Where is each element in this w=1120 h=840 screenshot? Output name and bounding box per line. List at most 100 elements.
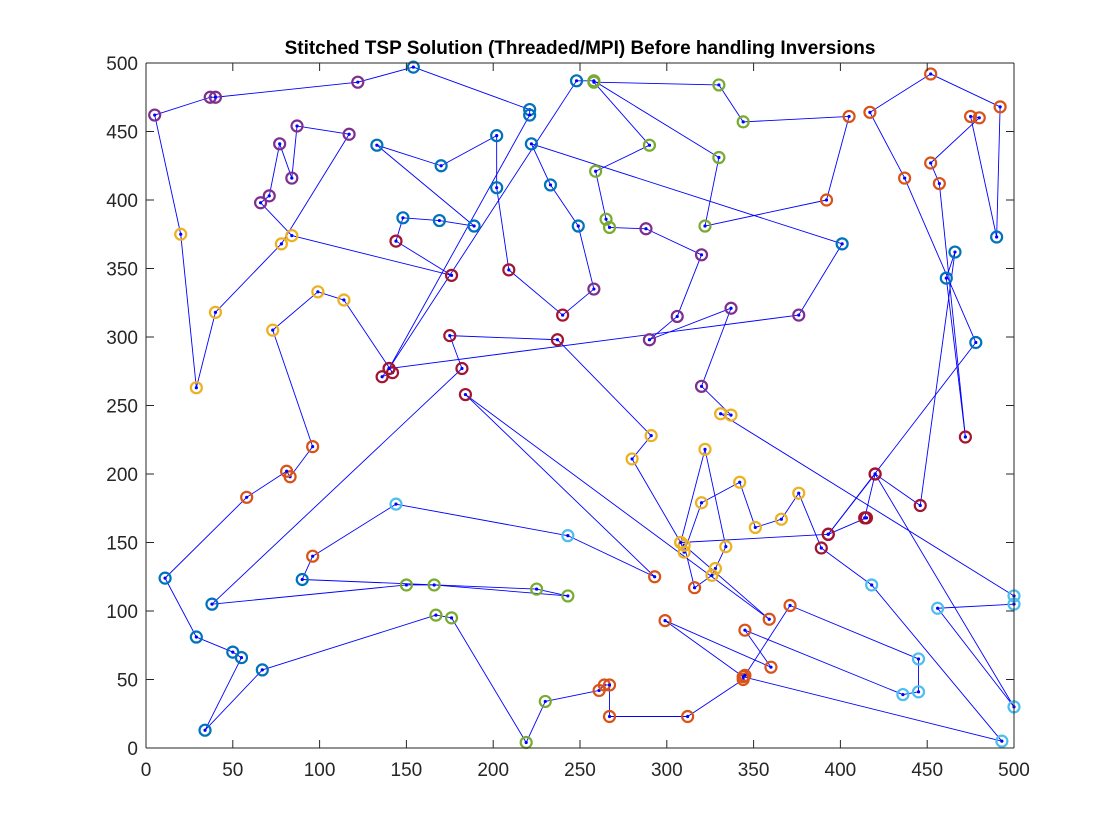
node-dot — [653, 575, 657, 579]
node-ring — [642, 333, 657, 347]
node-dot — [870, 583, 874, 587]
route-segment — [704, 199, 827, 227]
node-dot — [998, 105, 1002, 109]
node-ring — [285, 229, 299, 243]
tour-node — [550, 333, 565, 347]
tour-node — [698, 442, 712, 456]
tour-node — [602, 709, 617, 724]
route-segment — [268, 143, 281, 196]
tour-node — [819, 193, 834, 207]
node-ring — [490, 129, 504, 143]
tour-node — [774, 512, 788, 526]
node-dot — [604, 217, 608, 221]
tour-node — [306, 549, 320, 563]
node-ring — [273, 137, 287, 151]
node-ring — [708, 561, 723, 576]
route-segment — [465, 394, 655, 578]
y-ticks: 0 50 100 150 200 250 300 350 400 450 500 — [106, 54, 1014, 760]
route-segment — [531, 143, 843, 245]
node-dot — [375, 143, 379, 147]
node-ring — [569, 74, 584, 88]
node-ring — [429, 608, 443, 622]
node-dot — [300, 577, 304, 582]
node-ring — [189, 381, 203, 395]
node-ring — [842, 109, 856, 124]
route-segment — [874, 473, 921, 506]
node-ring — [694, 496, 709, 510]
tour-node — [255, 663, 269, 677]
tour-node — [733, 475, 747, 489]
node-ring — [648, 570, 662, 584]
route-segment — [798, 493, 822, 549]
node-ring — [427, 578, 441, 592]
route-segment — [413, 66, 530, 111]
node-ring — [306, 549, 320, 563]
tour-node — [670, 309, 684, 324]
route-segment — [704, 449, 727, 547]
route-segment — [937, 607, 1015, 708]
tour-node — [814, 541, 828, 555]
tour-node — [311, 285, 325, 299]
x-tick-label: 0 — [141, 760, 152, 781]
route-segment — [664, 620, 772, 668]
tour-node — [863, 105, 877, 119]
node-dot — [743, 628, 747, 632]
node-dot — [995, 235, 999, 239]
tour-node — [198, 723, 212, 737]
tour-node — [158, 571, 172, 585]
route-segment — [451, 617, 527, 743]
node-ring — [399, 578, 413, 592]
route-segment — [211, 584, 407, 605]
tour-node — [434, 159, 448, 173]
node-ring — [561, 589, 575, 603]
node-dot — [153, 113, 157, 117]
node-dot — [903, 176, 907, 180]
node-dot — [356, 80, 360, 84]
route-segment — [376, 144, 475, 227]
node-ring — [208, 305, 223, 319]
tour-node — [674, 535, 688, 550]
y-tick-label: 150 — [106, 534, 138, 555]
node-dot — [576, 224, 580, 228]
node-ring — [724, 301, 738, 315]
route-segment — [945, 278, 966, 438]
node-dot — [394, 239, 398, 243]
tour-node — [868, 467, 882, 481]
tour-node — [712, 78, 726, 92]
node-dot — [607, 683, 612, 687]
y-tick-label: 200 — [106, 465, 138, 486]
node-dot — [644, 227, 648, 231]
node-dot — [847, 114, 851, 119]
tour-node — [399, 578, 413, 592]
node-ring — [698, 442, 712, 456]
tour-node — [694, 248, 709, 262]
route-segment — [557, 339, 652, 436]
y-tick-label: 100 — [106, 602, 138, 623]
node-ring — [444, 611, 459, 625]
node-dot — [738, 480, 742, 484]
node-dot — [873, 472, 877, 476]
route-segment — [683, 545, 696, 588]
axes: 0 50 100 150 200 250 300 350 400 450 500 0 50 100 150… — [106, 54, 1030, 781]
node-ring — [389, 497, 403, 511]
node-ring — [382, 361, 396, 376]
node-ring — [863, 105, 877, 119]
route-segment — [388, 80, 577, 369]
node-dot — [561, 313, 565, 317]
tour-node — [642, 333, 657, 347]
tour-node — [687, 581, 702, 595]
x-tick-label: 100 — [304, 760, 336, 781]
node-ring — [370, 138, 384, 152]
node-ring — [571, 219, 585, 233]
node-dot — [916, 690, 921, 694]
tour-node — [995, 734, 1009, 748]
node-ring — [255, 663, 269, 677]
tour-node — [262, 189, 276, 203]
tour-node — [290, 119, 304, 133]
node-dot — [316, 290, 320, 294]
node-ring — [311, 285, 325, 299]
node-dot — [630, 457, 634, 461]
route-segment — [902, 691, 919, 696]
node-dot — [213, 95, 218, 99]
